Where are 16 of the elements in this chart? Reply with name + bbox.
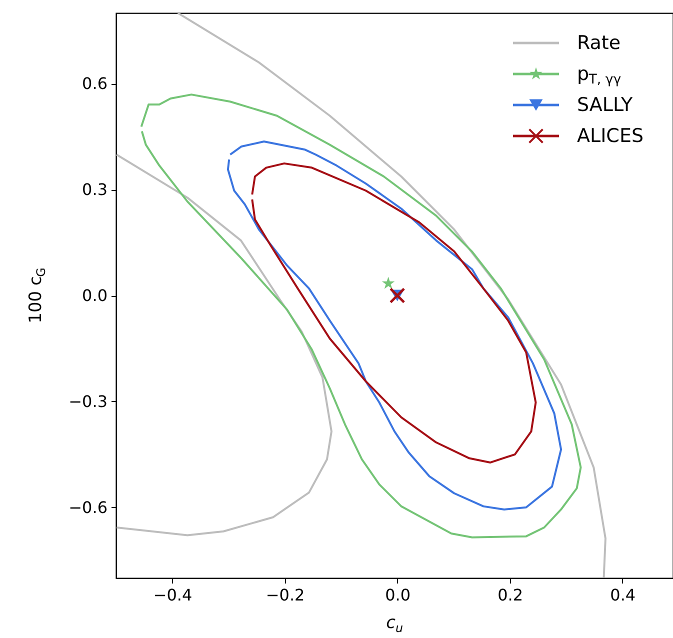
- y-axis-title: 100 cG: [26, 268, 48, 324]
- y-tick-label: −0.6: [68, 498, 108, 517]
- x-tick-label: −0.2: [266, 586, 305, 604]
- x-tick-label: 0.0: [385, 586, 411, 604]
- x-tick-label: 0.2: [498, 586, 524, 604]
- line-series: [251, 162, 537, 464]
- y-tick-label: 0.6: [82, 74, 108, 94]
- x-tick-label: −0.4: [153, 586, 192, 604]
- line-series: [226, 140, 562, 510]
- legend-label: Rate: [577, 32, 621, 54]
- legend-label: ALICES: [577, 125, 644, 147]
- y-tick-label: −0.3: [68, 392, 108, 411]
- y-tick-label: 0.3: [82, 180, 108, 200]
- legend-label: SALLY: [577, 94, 634, 116]
- y-tick-label: 0.0: [82, 286, 108, 305]
- x-tick-label: 0.4: [610, 586, 636, 604]
